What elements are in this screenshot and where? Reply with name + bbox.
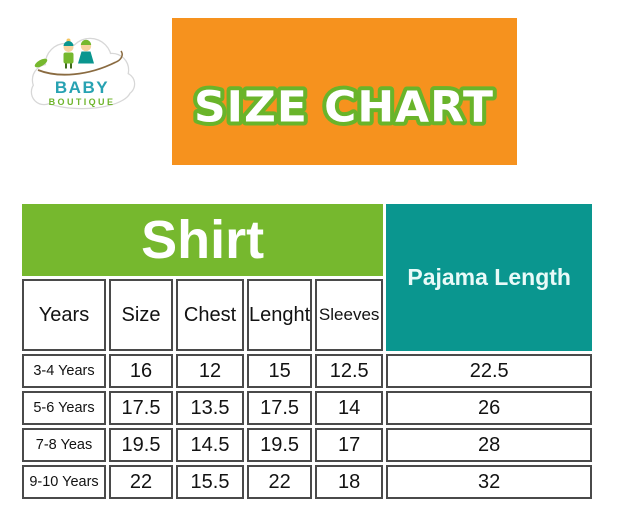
table-row: 5-6 Years 17.5 13.5 17.5 14 26 — [22, 391, 593, 425]
cell-pajama: 32 — [386, 465, 593, 499]
cell-years: 9-10 Years — [22, 465, 106, 499]
cell-pajama: 26 — [386, 391, 593, 425]
column-header-size: Size — [109, 279, 173, 351]
cell-lenght: 22 — [247, 465, 313, 499]
cell-sleeves: 12.5 — [315, 354, 384, 388]
pajama-group-header: Pajama Length — [386, 204, 593, 351]
column-header-years: Years — [22, 279, 106, 351]
cell-chest: 12 — [176, 354, 244, 388]
size-chart-banner: SIZE CHART — [172, 18, 517, 165]
cell-sleeves: 14 — [315, 391, 384, 425]
cell-size: 19.5 — [109, 428, 173, 462]
cell-sleeves: 18 — [315, 465, 384, 499]
cell-pajama: 22.5 — [386, 354, 593, 388]
column-header-row: Years Size Chest Lenght Sleeves — [22, 279, 592, 351]
cell-years: 5-6 Years — [22, 391, 106, 425]
baby-boutique-logo: BABY BOUTIQUE — [22, 22, 144, 117]
cell-chest: 13.5 — [176, 391, 244, 425]
table-row: 7-8 Yeas 19.5 14.5 19.5 17 28 — [22, 428, 593, 462]
banner-title: SIZE CHART — [194, 83, 494, 133]
group-header-row: Shirt Pajama Length — [22, 204, 593, 351]
logo-text-baby: BABY — [55, 78, 109, 97]
table-row: 3-4 Years 16 12 15 12.5 22.5 — [22, 354, 593, 388]
logo-graphic: BABY BOUTIQUE — [30, 37, 136, 110]
shirt-group-header: Shirt — [22, 204, 384, 276]
cell-chest: 14.5 — [176, 428, 244, 462]
cell-sleeves: 17 — [315, 428, 384, 462]
column-header-lenght: Lenght — [247, 279, 313, 351]
kids-icon — [34, 38, 123, 76]
cell-size: 17.5 — [109, 391, 173, 425]
cell-lenght: 19.5 — [247, 428, 313, 462]
column-header-sleeves: Sleeves — [315, 279, 384, 351]
cell-years: 3-4 Years — [22, 354, 106, 388]
cell-size: 22 — [109, 465, 173, 499]
size-table: Shirt Pajama Length Years Size Chest Len… — [19, 201, 595, 502]
cell-lenght: 17.5 — [247, 391, 313, 425]
cell-pajama: 28 — [386, 428, 593, 462]
logo-text-boutique: BOUTIQUE — [49, 97, 116, 107]
banner-graphic: SIZE CHART — [190, 79, 497, 137]
cell-chest: 15.5 — [176, 465, 244, 499]
cell-lenght: 15 — [247, 354, 313, 388]
column-header-chest: Chest — [176, 279, 244, 351]
cell-size: 16 — [109, 354, 173, 388]
cell-years: 7-8 Yeas — [22, 428, 106, 462]
table-row: 9-10 Years 22 15.5 22 18 32 — [22, 465, 593, 499]
